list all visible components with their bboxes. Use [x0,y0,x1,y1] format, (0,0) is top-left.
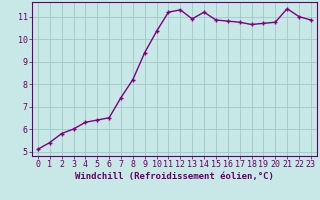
X-axis label: Windchill (Refroidissement éolien,°C): Windchill (Refroidissement éolien,°C) [75,172,274,181]
